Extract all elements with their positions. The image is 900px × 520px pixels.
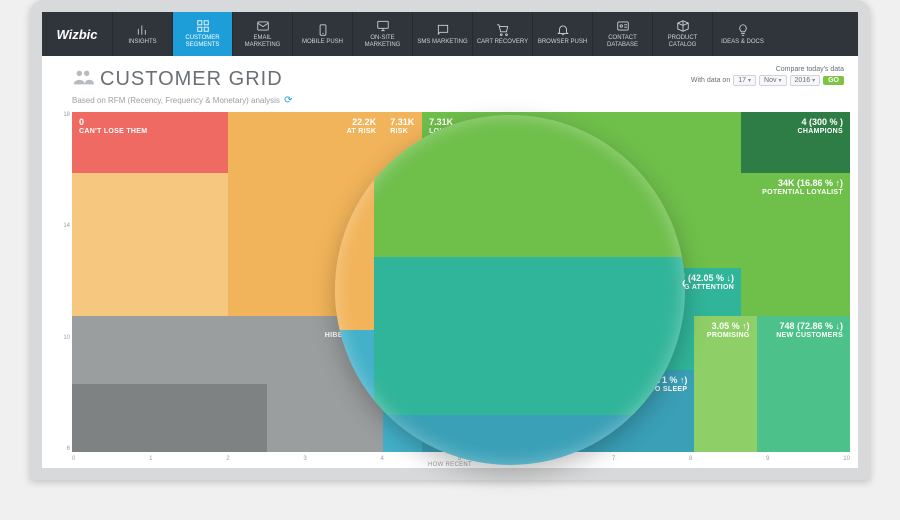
- bell-icon: [556, 23, 570, 37]
- day-select[interactable]: 17▾: [733, 75, 756, 86]
- segment-loyal[interactable]: 7.31KLOYAL CUSTOMERS: [374, 115, 685, 257]
- monitor-icon: [376, 19, 390, 33]
- segment-label: NEW CUSTOMERS: [764, 332, 843, 339]
- segment-label: CAN'T LOSE THEM: [79, 128, 221, 135]
- segment-promising[interactable]: 3.05 % ↑)PROMISING: [694, 316, 756, 452]
- nav-contacts[interactable]: CONTACT DATABASE: [592, 12, 652, 56]
- segment-stat: 4 (300 % ): [748, 117, 843, 127]
- segment-label: PROMISING: [701, 332, 749, 339]
- segment-stat: 748 (72.86 % ↓): [764, 321, 843, 331]
- page-header: CUSTOMER GRID Based on RFM (Recency, Fre…: [42, 56, 858, 112]
- segment-hiber_dark[interactable]: [72, 384, 267, 452]
- nav-segments[interactable]: CUSTOMER SEGMENTS: [172, 12, 232, 56]
- nav-cart[interactable]: CART RECOVERY: [472, 12, 532, 56]
- with-data-label: With data on: [691, 77, 730, 84]
- segment-label: ABOUT TO SLEEP: [335, 437, 685, 448]
- segment-attention[interactable]: 5.99K (42.05 % ↓)CUSTOMERS NEEDING ATTEN…: [374, 257, 685, 415]
- nav-insights[interactable]: INSIGHTS: [112, 12, 172, 56]
- users-icon: [72, 66, 94, 93]
- nav-email[interactable]: EMAIL MARKETING: [232, 12, 292, 56]
- segment-label: HIBERNATING: [79, 332, 376, 339]
- go-button[interactable]: GO: [823, 76, 844, 85]
- chart-icon: [136, 23, 150, 37]
- nav-ideas[interactable]: IDEAS & DOCS: [712, 12, 772, 56]
- date-compare-controls: Compare today's data With data on 17▾ No…: [691, 66, 844, 86]
- segment-label: CHAMPIONS: [748, 128, 843, 135]
- grid-icon: [196, 19, 210, 33]
- segment-stat: 3.05 % ↑): [701, 321, 749, 331]
- nav-bpush[interactable]: BROWSER PUSH: [532, 12, 592, 56]
- chat-icon: [436, 23, 450, 37]
- top-nav: Wizbic INSIGHTSCUSTOMER SEGMENTSEMAIL MA…: [42, 12, 858, 56]
- year-select[interactable]: 2016▾: [790, 75, 821, 86]
- mail-icon: [256, 19, 270, 33]
- phone-icon: [316, 23, 330, 37]
- y-axis-ticks: 1814106: [60, 112, 70, 452]
- bulb-icon: [736, 23, 750, 37]
- segment-at_risk_low[interactable]: [72, 173, 228, 316]
- refresh-icon[interactable]: ⟳: [284, 95, 292, 106]
- month-select[interactable]: Nov▾: [759, 75, 786, 86]
- segment-stat: 1.02K (99.71 % ↑): [335, 420, 685, 436]
- segment-champions[interactable]: 4 (300 % )CHAMPIONS: [741, 112, 850, 173]
- segment-stat: 34K (16.86 % ↑): [748, 178, 843, 188]
- segment-sleep[interactable]: 1.02K (99.71 % ↑)ABOUT TO SLEEP: [335, 415, 685, 465]
- page-title: CUSTOMER GRID: [100, 68, 283, 91]
- segment-label: CUSTOMERS NEEDING ATTENTION: [381, 279, 685, 290]
- cart-icon: [496, 23, 510, 37]
- segment-cant_lose[interactable]: 0CAN'T LOSE THEM: [72, 112, 228, 173]
- segment-stat: 5.99K (42.05 % ↓): [381, 262, 685, 278]
- segment-new[interactable]: 748 (72.86 % ↓)NEW CUSTOMERS: [757, 316, 850, 452]
- segment-label: POTENTIAL LOYALIST: [748, 189, 843, 196]
- segment-sleep_bg[interactable]: [335, 330, 374, 465]
- magnifier-lens: 0CAN'T LOSE THEM22.2KAT RISK7.31KRISK7.3…: [335, 115, 685, 465]
- nav-onsite[interactable]: ON-SITE MARKETING: [352, 12, 412, 56]
- box-icon: [676, 19, 690, 33]
- nav-mpush[interactable]: MOBILE PUSH: [292, 12, 352, 56]
- card-icon: [616, 19, 630, 33]
- segment-risk2[interactable]: 7.31KRISK: [335, 115, 374, 330]
- segment-stat: 0: [79, 117, 221, 127]
- nav-catalog[interactable]: PRODUCT CATALOG: [652, 12, 712, 56]
- segment-potential[interactable]: 34K (16.86 % ↑)POTENTIAL LOYALIST: [741, 173, 850, 316]
- page-subtitle: Based on RFM (Recency, Frequency & Monet…: [72, 95, 293, 106]
- compare-label: Compare today's data: [776, 66, 844, 73]
- nav-sms[interactable]: SMS MARKETING: [412, 12, 472, 56]
- brand-logo[interactable]: Wizbic: [42, 12, 112, 56]
- segment-stat: 0: [79, 321, 376, 331]
